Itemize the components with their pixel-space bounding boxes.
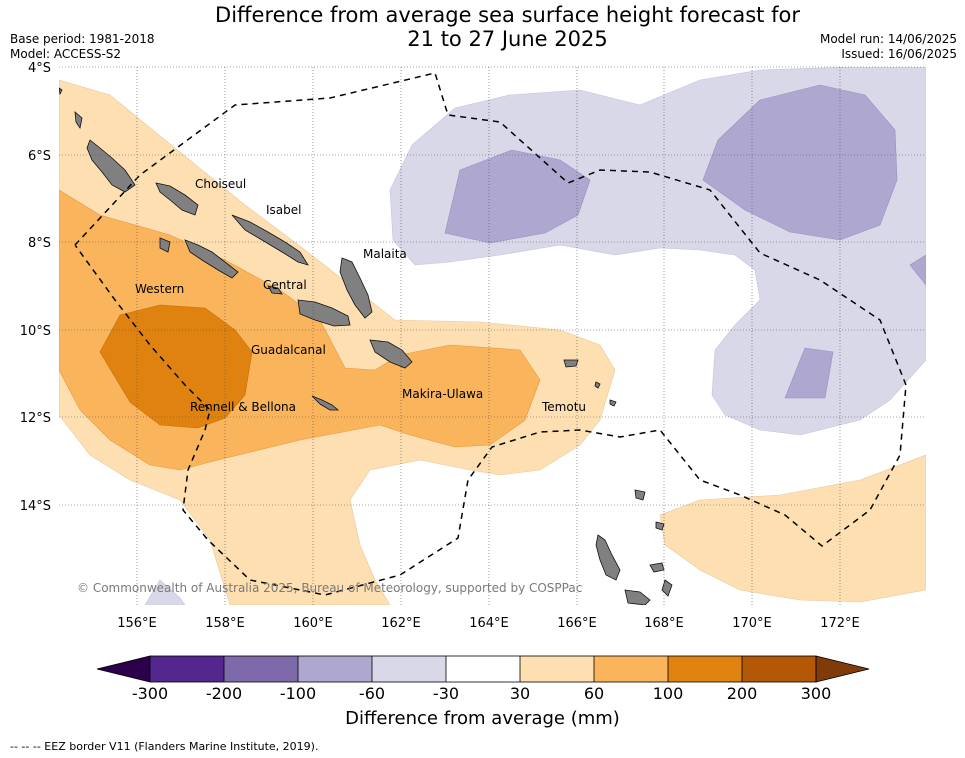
island-vanuatu-ambae	[649, 562, 665, 573]
eez-legend-text: -- -- -- EEZ border V11 (Flanders Marine…	[10, 740, 319, 753]
copyright-text: © Commonwealth of Australia 2025, Bureau…	[77, 581, 582, 595]
colorbar-bin-5	[446, 656, 520, 682]
lat-label-6s: 6°S	[28, 149, 51, 164]
region-label-malaita: Malaita	[363, 247, 407, 261]
island-vanuatu-pentecost	[661, 579, 673, 597]
lat-label-10s: 10°S	[20, 324, 51, 339]
colorbar-bin-6	[520, 656, 594, 682]
lon-label-162e: 162°E	[381, 616, 421, 631]
issued-text: Issued: 16/06/2025	[841, 47, 957, 61]
colorbar-over-arrow	[815, 655, 870, 683]
island-choiseul-west	[86, 139, 136, 193]
island-choiseul	[155, 182, 199, 216]
lat-label-8s: 8°S	[28, 236, 51, 251]
island-vella-lavella	[159, 237, 171, 253]
colorbar-title: Difference from average (mm)	[345, 708, 620, 729]
island-santa-cruz	[563, 359, 579, 368]
lat-label-12s: 12°S	[20, 411, 51, 426]
island-vanuatu-maewo	[655, 521, 665, 531]
colorbar-tick-label: -300	[132, 684, 168, 703]
island-vanuatu-espiritu	[595, 534, 621, 581]
eez-border	[74, 72, 907, 596]
island-guadalcanal	[297, 299, 351, 327]
island-malaita	[339, 257, 373, 319]
colorbar-bin-4	[372, 656, 446, 682]
map-grid	[59, 66, 926, 605]
map-title-line-2: 21 to 27 June 2025	[407, 27, 608, 51]
colorbar-bin-8	[668, 656, 742, 682]
colorbar-tick-label: 300	[801, 684, 832, 703]
island-small-2	[609, 399, 617, 407]
region-label-western: Western	[135, 282, 184, 296]
colorbar-under-arrow	[96, 655, 151, 683]
region-label-makira-ulawa: Makira-Ulawa	[402, 387, 483, 401]
band-neg-60-100-east	[702, 84, 898, 241]
island-vanuatu-torres	[634, 489, 646, 501]
colorbar-tick-label: 30	[510, 684, 530, 703]
colorbar-bin-7	[594, 656, 668, 682]
region-label-choiseul: Choiseul	[195, 177, 246, 191]
colorbar-tick-label: 100	[653, 684, 684, 703]
band-neg-60-100-west	[444, 149, 591, 244]
lon-label-156e: 156°E	[117, 616, 157, 631]
island-isabel	[231, 214, 309, 266]
colorbar-bin-1	[150, 656, 224, 682]
island-makira	[369, 339, 413, 369]
lon-label-166e: 166°E	[557, 616, 597, 631]
island-bougainville-tip	[59, 87, 63, 96]
colorbar-outline	[149, 655, 817, 683]
band-30-60-solomons	[59, 79, 616, 605]
map-title-line-1: Difference from average sea surface heig…	[215, 3, 800, 27]
region-label-isabel: Isabel	[266, 203, 301, 217]
region-label-temotu: Temotu	[541, 400, 586, 414]
colorbar-tick-label: -60	[359, 684, 385, 703]
lat-label-4s: 4°S	[28, 61, 51, 76]
band-neg-60-100-south	[784, 347, 834, 399]
island-shortland	[74, 111, 83, 130]
region-label-central: Central	[263, 278, 307, 292]
island-nggela	[267, 285, 283, 295]
lon-label-170e: 170°E	[732, 616, 772, 631]
colorbar-bin-2	[224, 656, 298, 682]
colorbar-tick-label: -100	[280, 684, 316, 703]
base-period-text: Base period: 1981-2018	[10, 32, 155, 46]
model-run-text: Model run: 14/06/2025	[819, 32, 957, 46]
lon-label-160e: 160°E	[293, 616, 333, 631]
region-label-guadalcanal: Guadalcanal	[251, 343, 326, 357]
island-rennell	[311, 395, 340, 411]
band-neg-60-100-edge	[909, 254, 926, 286]
band-30-60-east	[659, 454, 926, 603]
band-100-200	[99, 304, 253, 429]
colorbar-tick-label: -30	[433, 684, 459, 703]
island-small-1	[594, 381, 601, 389]
lon-label-164e: 164°E	[469, 616, 509, 631]
island-vanuatu-malakula	[624, 589, 651, 605]
lon-label-172e: 172°E	[820, 616, 860, 631]
colorbar: -300 -200 -100 -60 -30 30 60 100 200 300	[96, 655, 870, 703]
lon-label-168e: 168°E	[644, 616, 684, 631]
region-label-rennell-bellona: Rennell & Bellona	[190, 400, 296, 414]
band-neg-30-60-south	[144, 579, 186, 605]
colorbar-tick-label: -200	[206, 684, 242, 703]
lon-label-158e: 158°E	[205, 616, 245, 631]
colorbar-bin-9	[742, 656, 816, 682]
colorbar-bin-3	[298, 656, 372, 682]
lat-label-14s: 14°S	[20, 499, 51, 514]
anomaly-field	[59, 67, 926, 605]
model-text: Model: ACCESS-S2	[10, 47, 122, 61]
colorbar-tick-label: 60	[584, 684, 604, 703]
colorbar-tick-label: 200	[727, 684, 758, 703]
land-islands	[59, 87, 673, 605]
